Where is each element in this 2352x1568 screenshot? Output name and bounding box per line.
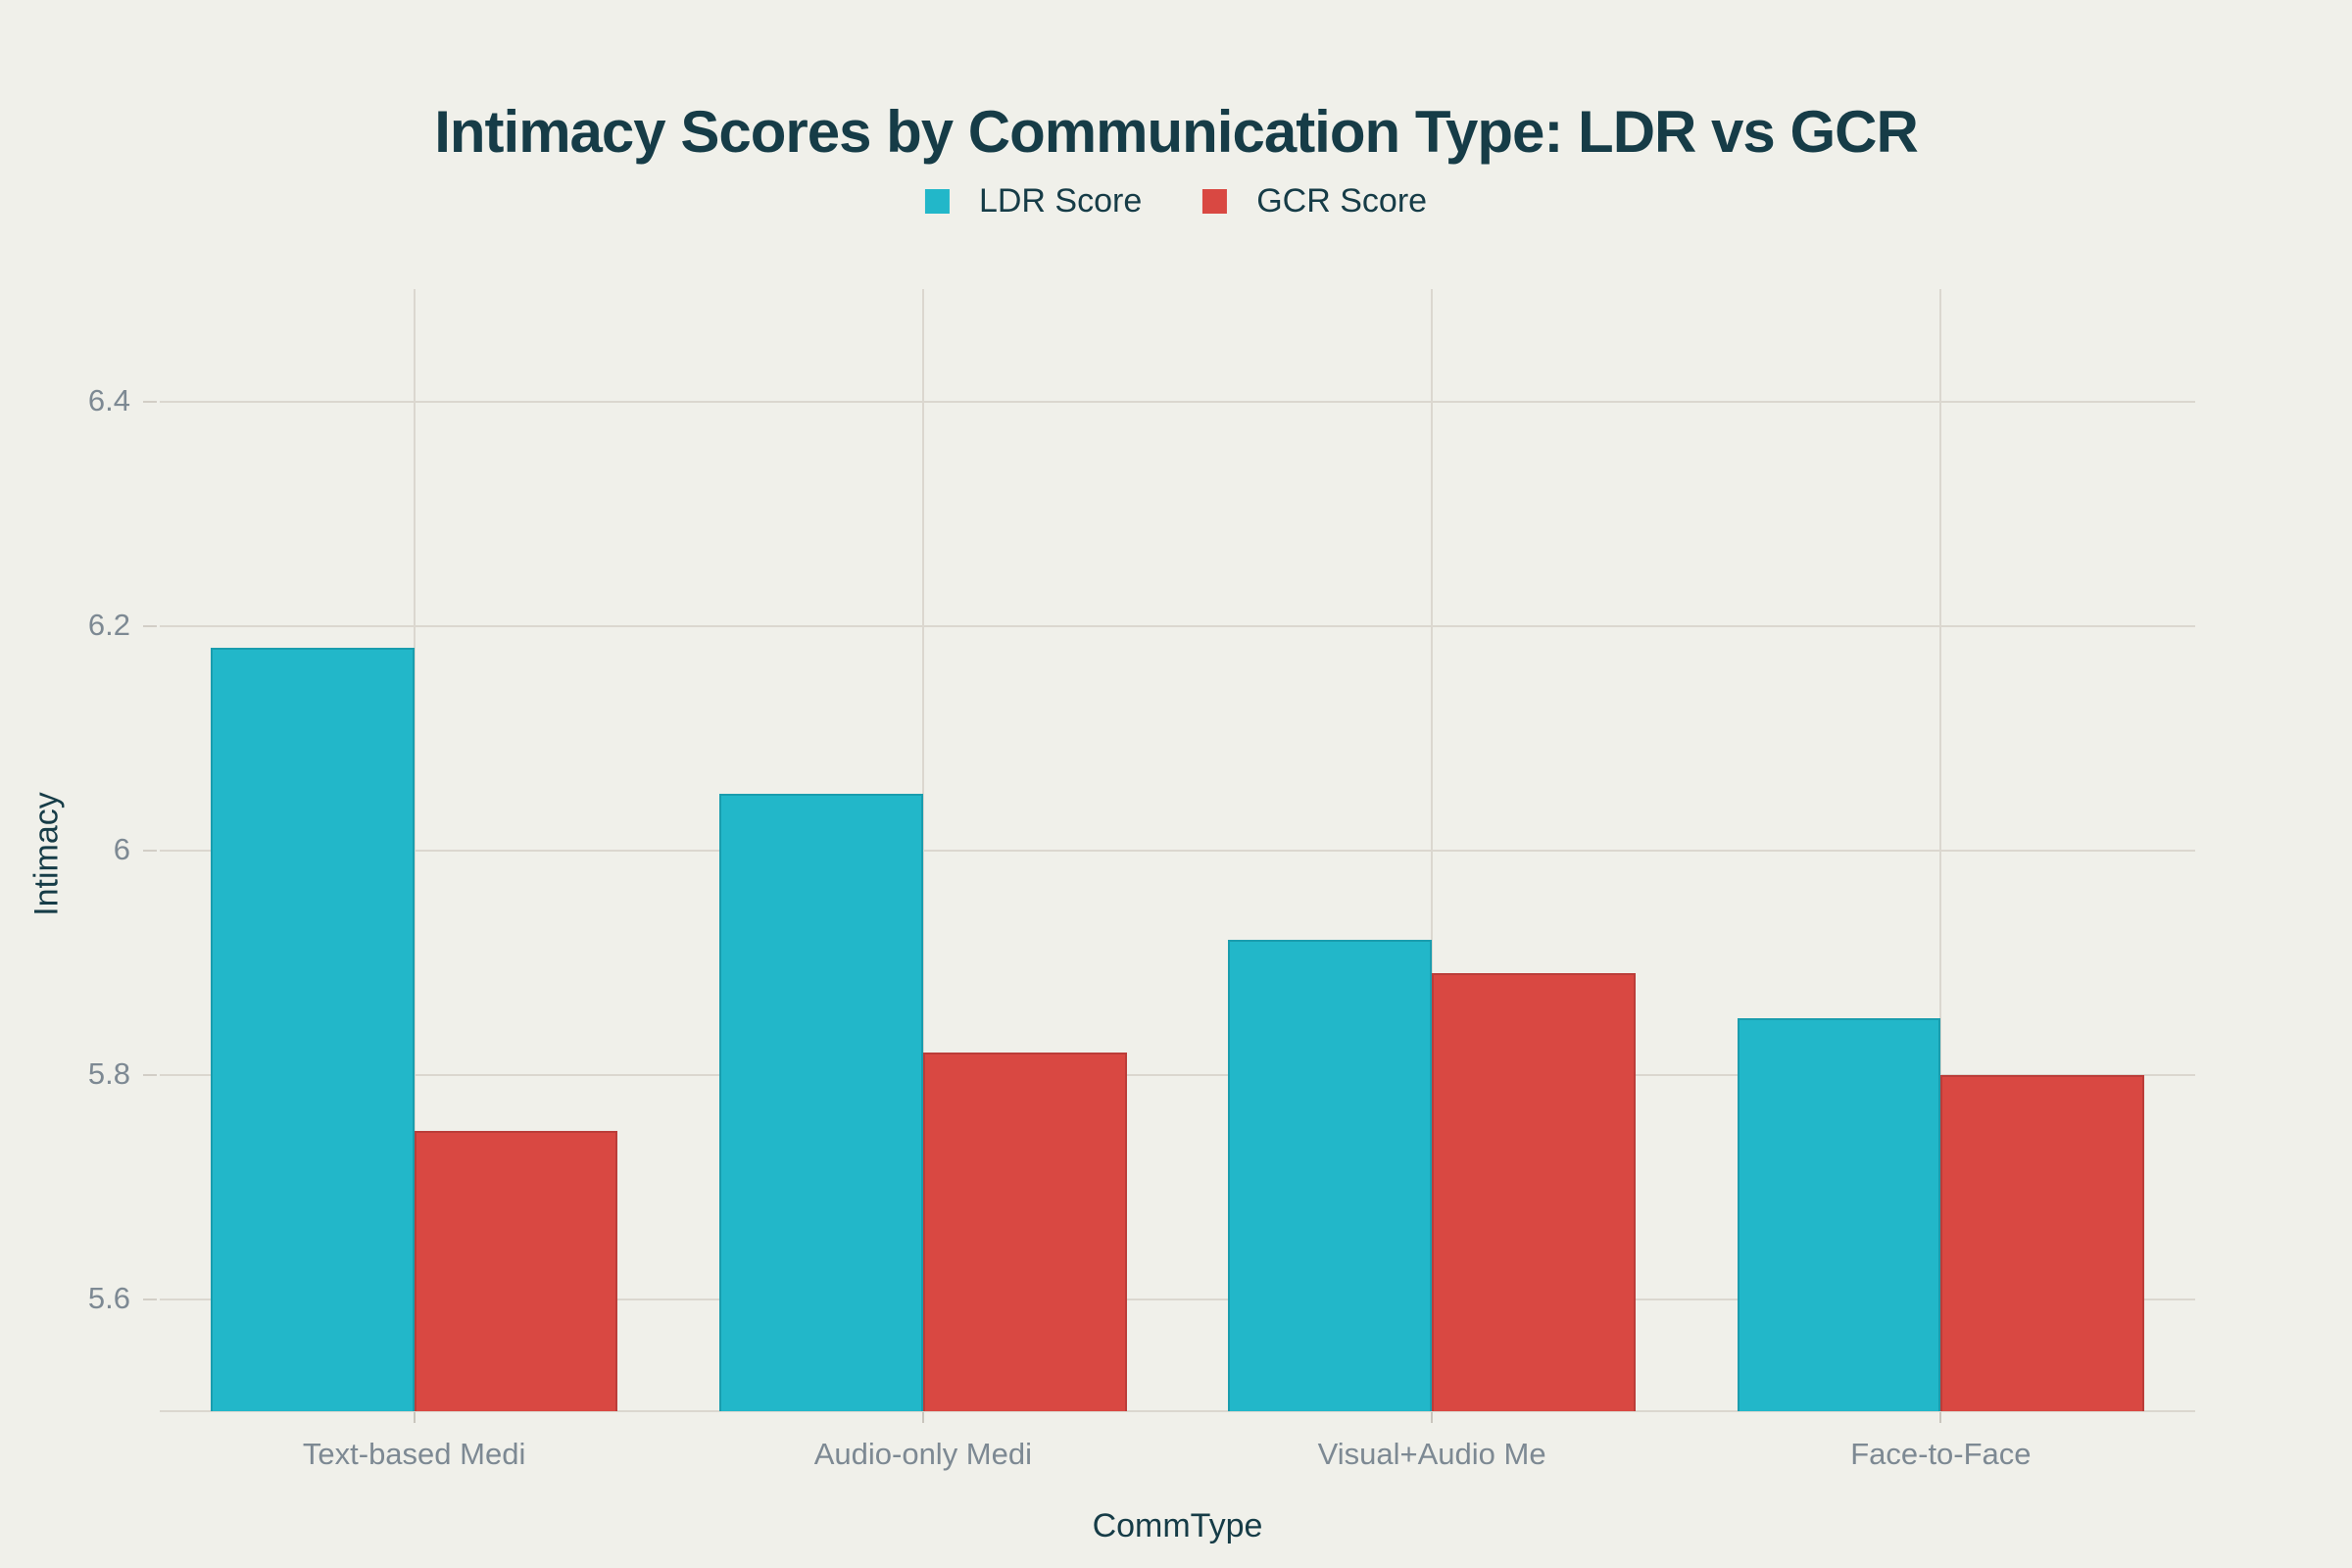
x-tick-mark [413,1412,416,1423]
legend-label: GCR Score [1256,182,1428,220]
x-tick-label: Audio-only Medi [813,1437,1033,1471]
y-tick-label: 5.6 [87,1280,130,1315]
gridline-y [160,1073,2195,1076]
y-tick-label: 6.2 [87,607,130,642]
y-tick-mark [143,1298,157,1300]
bar-gcr-3[interactable] [1940,1074,2145,1411]
gridline-x [1939,289,1942,1411]
y-tick-label: 5.8 [87,1055,130,1091]
legend-label: LDR Score [978,182,1143,220]
plot-area: 5.6 5.8 6 6.2 6.4 Text-based Medi Audio-only M… [88,289,2195,1471]
bar-ldr-1[interactable] [719,794,923,1411]
legend-item-gcr[interactable]: GCR Score [1202,182,1427,220]
bar-ldr-3[interactable] [1737,1018,1941,1411]
legend-swatch [1202,189,1228,214]
x-tick-mark [1431,1412,1434,1423]
y-axis-title: Intimacy [27,792,66,916]
y-tick-mark [143,624,157,627]
chart-title: Intimacy Scores by Communication Type: L… [434,99,1919,166]
gridline-y [160,624,2195,627]
bar-gcr-0[interactable] [414,1130,618,1411]
gridline-y [160,849,2195,852]
x-axis-line [160,1410,2195,1412]
legend-swatch [924,189,950,214]
x-tick-label: Text-based Medi [302,1437,526,1471]
gridline-y [160,1298,2195,1300]
x-tick-label: Visual+Audio Me [1317,1437,1546,1471]
x-tick-mark [921,1412,924,1423]
y-tick-mark [143,400,157,403]
y-tick-mark [143,1073,157,1076]
y-tick-label: 6 [113,831,130,866]
gridline-x [1431,289,1434,1411]
legend-item-ldr[interactable]: LDR Score [924,182,1143,220]
gridline-y [160,400,2195,403]
legend: LDR Score GCR Score [924,182,1427,220]
y-tick-mark [143,849,157,852]
bar-ldr-0[interactable] [210,648,415,1411]
bar-gcr-2[interactable] [1432,973,1636,1411]
x-axis-title: CommType [1092,1507,1263,1544]
gridline-x [921,289,924,1411]
y-tick-label: 6.4 [87,382,130,417]
x-tick-label: Face-to-Face [1850,1437,2032,1471]
x-tick-mark [1939,1412,1942,1423]
bar-ldr-2[interactable] [1228,940,1433,1411]
bar-gcr-1[interactable] [922,1052,1127,1411]
gridline-x [413,289,416,1411]
